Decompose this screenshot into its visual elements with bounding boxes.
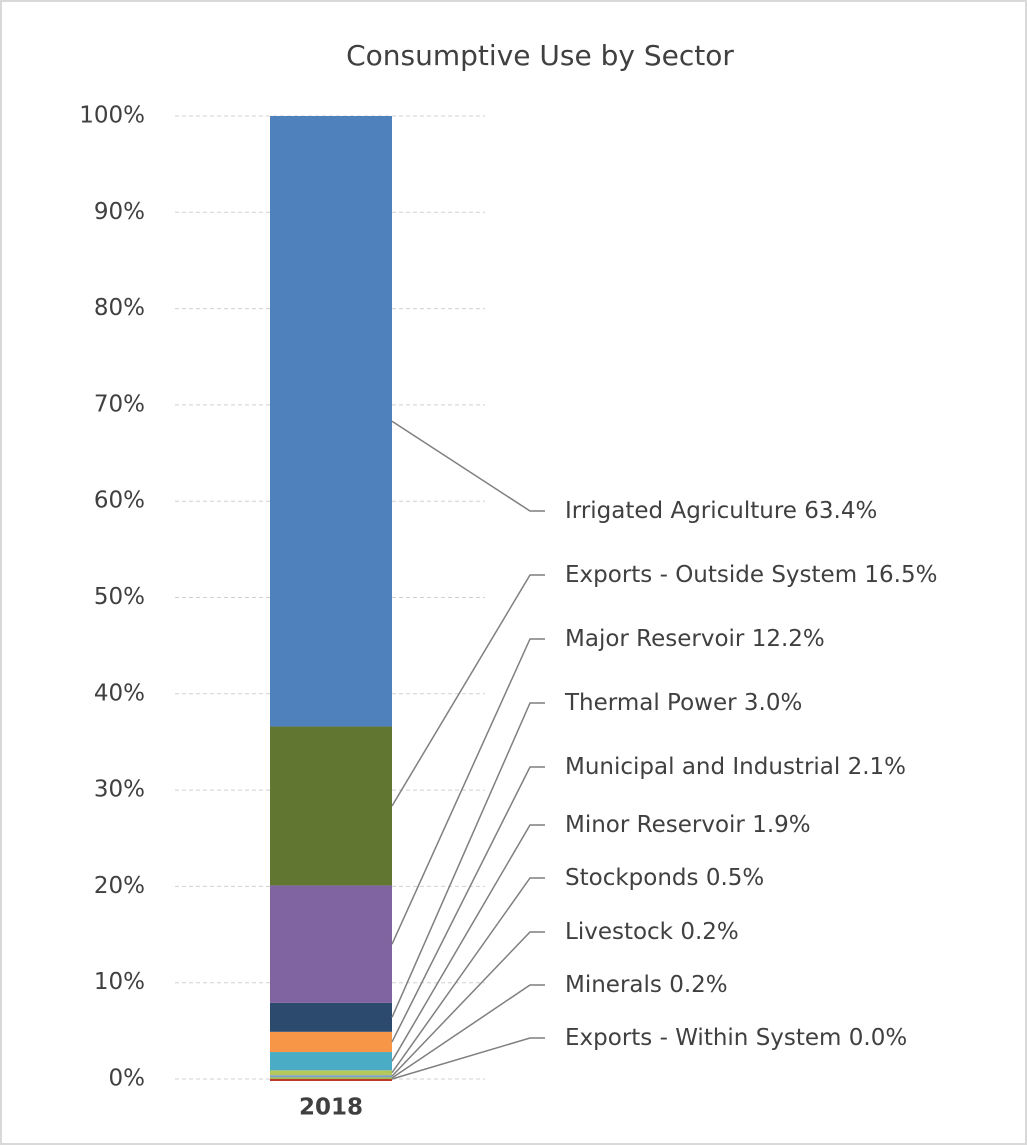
y-tick-label: 60% bbox=[94, 488, 145, 514]
leader-line bbox=[391, 766, 545, 1043]
data-label-name: Minor Reservoir bbox=[565, 812, 745, 838]
data-label-value: 63.4% bbox=[804, 498, 877, 524]
data-label-value: 0.5% bbox=[706, 865, 764, 891]
data-label-name: Municipal and Industrial bbox=[565, 754, 840, 780]
leader-line bbox=[391, 702, 545, 1018]
bar-segment bbox=[270, 1079, 392, 1081]
y-tick-label: 30% bbox=[94, 777, 145, 803]
data-label-value: 0.2% bbox=[669, 972, 727, 998]
data-label: Irrigated Agriculture 63.4% bbox=[565, 498, 877, 524]
leader-line bbox=[391, 877, 545, 1074]
leader-line bbox=[391, 1037, 545, 1080]
data-label: Minor Reservoir 1.9% bbox=[565, 812, 811, 838]
leader-line bbox=[391, 574, 545, 807]
data-label-value: 0.2% bbox=[680, 919, 738, 945]
data-label-value: 16.5% bbox=[864, 562, 937, 588]
data-label: Major Reservoir 12.2% bbox=[565, 626, 825, 652]
leader-line bbox=[391, 420, 545, 512]
data-label-value: 2.1% bbox=[848, 754, 906, 780]
bar-segment bbox=[270, 1052, 392, 1071]
data-label: Municipal and Industrial 2.1% bbox=[565, 754, 906, 780]
bar-segment bbox=[270, 116, 392, 727]
bar-segment bbox=[270, 1070, 392, 1076]
data-label-name: Stockponds bbox=[565, 865, 699, 891]
y-tick-label: 50% bbox=[94, 584, 145, 610]
data-label-value: 0.0% bbox=[849, 1025, 907, 1051]
data-label-name: Thermal Power bbox=[564, 690, 737, 716]
data-label: Thermal Power 3.0% bbox=[564, 690, 802, 716]
data-label: Livestock 0.2% bbox=[565, 919, 739, 945]
x-tick-label: 2018 bbox=[299, 1095, 363, 1121]
bar-segment bbox=[270, 1002, 392, 1032]
data-label-name: Irrigated Agriculture bbox=[565, 498, 797, 524]
data-label-name: Major Reservoir bbox=[565, 626, 745, 652]
data-label: Exports - Within System 0.0% bbox=[565, 1025, 907, 1051]
leader-line bbox=[391, 984, 545, 1079]
y-tick-label: 80% bbox=[94, 295, 145, 321]
y-tick-label: 20% bbox=[94, 873, 145, 899]
data-label-value: 1.9% bbox=[752, 812, 810, 838]
bar-segment bbox=[270, 1077, 392, 1079]
bar-segment bbox=[270, 726, 392, 886]
bar-segment bbox=[270, 885, 392, 1003]
y-tick-label: 100% bbox=[79, 103, 145, 129]
leader-line bbox=[391, 931, 545, 1077]
data-label: Exports - Outside System 16.5% bbox=[565, 562, 937, 588]
y-tick-label: 10% bbox=[94, 969, 145, 995]
y-tick-label: 70% bbox=[94, 391, 145, 417]
chart-title: Consumptive Use by Sector bbox=[346, 39, 734, 72]
data-label-value: 12.2% bbox=[752, 626, 825, 652]
y-tick-label: 40% bbox=[94, 680, 145, 706]
y-tick-label: 0% bbox=[109, 1066, 146, 1092]
y-tick-label: 90% bbox=[94, 199, 145, 225]
data-label-value: 3.0% bbox=[744, 690, 802, 716]
data-label-name: Exports - Outside System bbox=[565, 562, 857, 588]
data-label: Minerals 0.2% bbox=[565, 972, 728, 998]
data-label-name: Livestock bbox=[565, 919, 674, 945]
data-label: Stockponds 0.5% bbox=[565, 865, 764, 891]
data-label-name: Exports - Within System bbox=[565, 1025, 841, 1051]
leader-line bbox=[391, 638, 545, 945]
leader-line bbox=[391, 824, 545, 1062]
data-label-name: Minerals bbox=[565, 972, 662, 998]
bar-segment bbox=[270, 1031, 392, 1053]
bar-segment bbox=[270, 1075, 392, 1078]
